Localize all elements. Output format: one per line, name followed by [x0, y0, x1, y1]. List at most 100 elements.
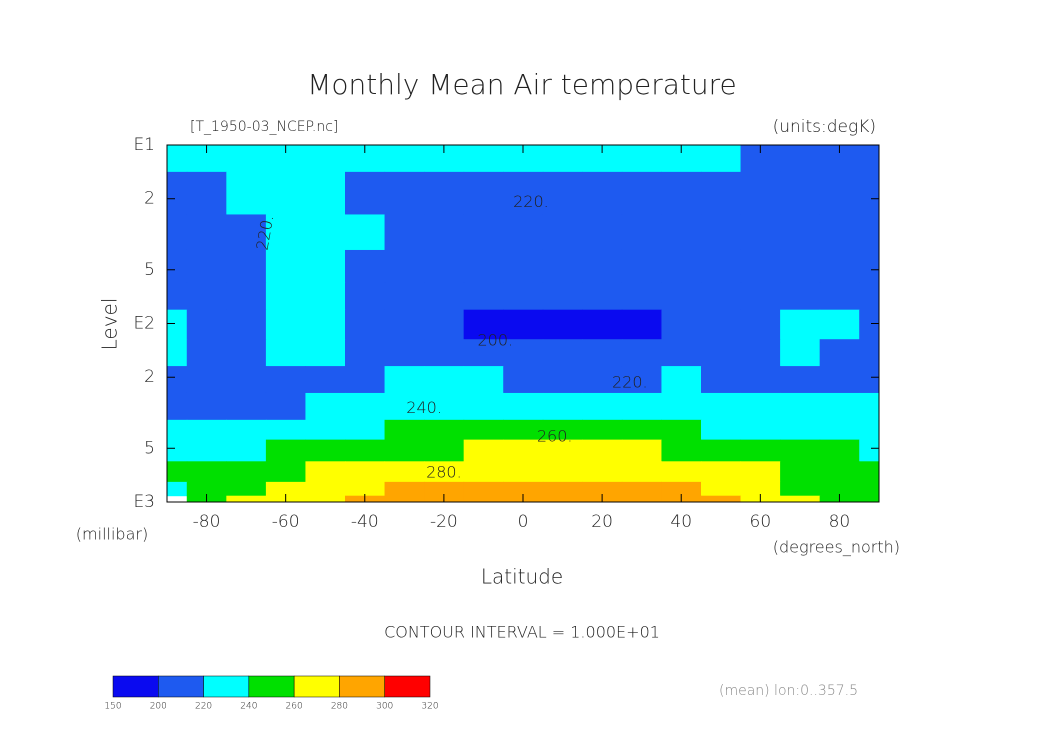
- field-cell: [859, 171, 880, 215]
- field-cell: [305, 214, 346, 251]
- field-cell: [819, 461, 860, 483]
- field-cell: [859, 495, 880, 503]
- field-cell: [265, 366, 306, 394]
- field-cell: [167, 339, 188, 367]
- y-tick-label: E2: [133, 314, 155, 334]
- field-cell: [167, 145, 188, 173]
- field-cell: [226, 481, 267, 497]
- field-cell: [384, 419, 425, 441]
- field-cell: [819, 282, 860, 311]
- field-cell: [186, 309, 227, 340]
- field-cell: [345, 481, 386, 497]
- colorbar-label: 300: [376, 702, 393, 712]
- field-cell: [859, 339, 880, 367]
- field-cell: [345, 339, 386, 367]
- field-cell: [186, 392, 227, 421]
- field-cell: [384, 481, 425, 497]
- colorbar-label: 320: [421, 702, 438, 712]
- field-cell: [661, 419, 702, 441]
- field-cell: [780, 419, 821, 441]
- field-cell: [582, 282, 623, 311]
- field-cell: [463, 309, 504, 340]
- field-cell: [701, 439, 742, 462]
- field-cell: [503, 419, 544, 441]
- x-tick-label: -80: [193, 512, 221, 532]
- field-cell: [345, 309, 386, 340]
- y-axis-units: (millibar): [76, 525, 148, 544]
- field-cell: [463, 366, 504, 394]
- field-cell: [819, 214, 860, 251]
- x-axis-units: (degrees_north): [773, 538, 900, 557]
- field-cell: [701, 419, 742, 441]
- field-cell: [661, 392, 702, 421]
- field-cell: [265, 309, 306, 340]
- field-cell: [542, 214, 583, 251]
- field-cell: [424, 392, 465, 421]
- y-tick-label: 5: [144, 260, 155, 280]
- field-cell: [859, 481, 880, 497]
- field-cell: [265, 392, 306, 421]
- field-cell: [819, 339, 860, 367]
- y-tick-label: E1: [133, 135, 155, 155]
- field-cell: [859, 439, 880, 462]
- field-cell: [305, 392, 346, 421]
- field-cell: [384, 339, 425, 367]
- field-cell: [621, 249, 662, 284]
- field-cell: [542, 249, 583, 284]
- field-cell: [503, 366, 544, 394]
- field-cell: [542, 282, 583, 311]
- field-cell: [780, 171, 821, 215]
- field-cell: [226, 419, 267, 441]
- contour-label: 280.: [426, 463, 462, 482]
- field-cell: [186, 366, 227, 394]
- field-cell: [265, 249, 306, 284]
- field-cell: [463, 249, 504, 284]
- field-cell: [621, 461, 662, 483]
- field-cell: [701, 171, 742, 215]
- field-cell: [780, 392, 821, 421]
- field-cell: [463, 392, 504, 421]
- field-cell: [265, 439, 306, 462]
- field-cell: [740, 214, 781, 251]
- field-cell: [819, 481, 860, 497]
- colorbar-label: 260: [286, 702, 303, 712]
- x-tick-label: 40: [670, 512, 692, 532]
- field-cell: [621, 145, 662, 173]
- x-tick-label: -60: [272, 512, 300, 532]
- field-cell: [167, 392, 188, 421]
- field-cell: [384, 309, 425, 340]
- field-cell: [463, 145, 504, 173]
- field-cell: [740, 339, 781, 367]
- field-cell: [542, 439, 583, 462]
- field-cell: [463, 282, 504, 311]
- field-cell: [740, 171, 781, 215]
- field-cell: [305, 481, 346, 497]
- field-cell: [859, 366, 880, 394]
- field-cell: [701, 214, 742, 251]
- field-cell: [621, 419, 662, 441]
- field-cell: [186, 439, 227, 462]
- field-cell: [305, 495, 346, 503]
- field-cell: [780, 461, 821, 483]
- field-cell: [345, 249, 386, 284]
- field-cell: [424, 171, 465, 215]
- field-cell: [305, 171, 346, 215]
- field-cell: [463, 481, 504, 497]
- field-cell: [859, 309, 880, 340]
- contour-label: 260.: [537, 426, 573, 445]
- field-cell: [503, 249, 544, 284]
- field-cell: [463, 339, 504, 367]
- field-cell: [424, 481, 465, 497]
- field-cell: [621, 171, 662, 215]
- field-cell: [701, 461, 742, 483]
- field-cell: [226, 171, 267, 215]
- field-cell: [265, 481, 306, 497]
- field-cell: [661, 481, 702, 497]
- field-cell: [621, 214, 662, 251]
- field-cell: [384, 214, 425, 251]
- field-cell: [701, 145, 742, 173]
- field-cell: [463, 495, 504, 503]
- field-cell: [582, 419, 623, 441]
- field-cell: [226, 439, 267, 462]
